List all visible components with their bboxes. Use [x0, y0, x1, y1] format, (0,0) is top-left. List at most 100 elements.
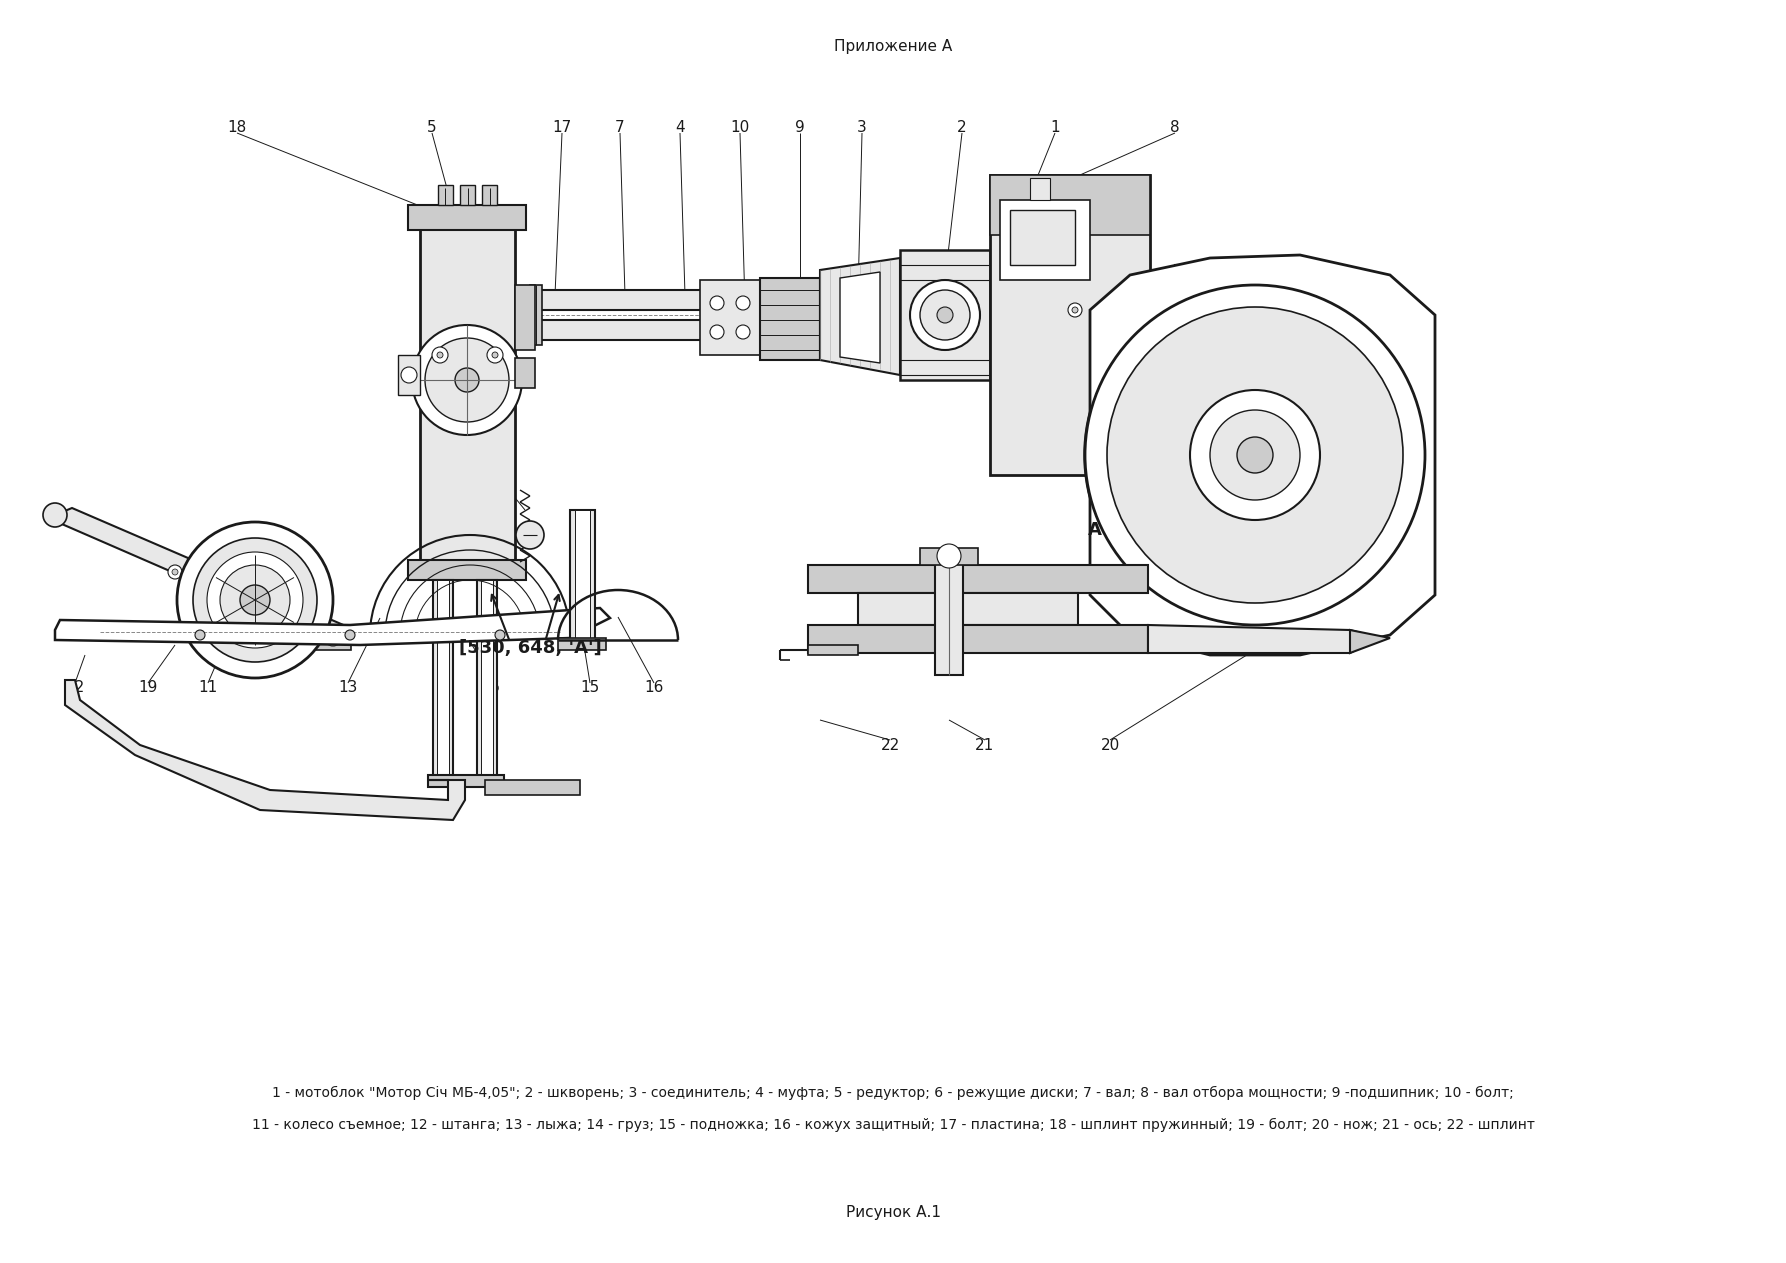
Circle shape [432, 347, 448, 362]
Polygon shape [820, 258, 900, 375]
Bar [807, 625, 1148, 653]
Circle shape [1072, 307, 1079, 313]
Circle shape [1156, 304, 1168, 316]
Bar [761, 278, 820, 360]
Bar [536, 320, 956, 340]
Bar [920, 548, 979, 565]
Text: 15: 15 [580, 681, 600, 696]
Circle shape [711, 325, 723, 338]
Bar [514, 285, 536, 350]
Circle shape [1086, 285, 1425, 625]
Bar [807, 565, 1148, 594]
Circle shape [736, 325, 750, 338]
Circle shape [491, 352, 498, 357]
Circle shape [711, 296, 723, 309]
Polygon shape [839, 272, 880, 362]
Text: 6: 6 [489, 681, 500, 696]
Polygon shape [64, 679, 464, 820]
Bar [482, 184, 497, 205]
Polygon shape [1148, 625, 1381, 653]
Circle shape [938, 544, 961, 568]
Text: 21: 21 [975, 738, 995, 753]
Circle shape [402, 368, 416, 383]
Bar [486, 781, 580, 794]
Bar [530, 285, 541, 345]
Text: 19: 19 [138, 681, 157, 696]
Text: 17: 17 [552, 120, 572, 135]
Bar [438, 184, 454, 205]
Bar [432, 580, 454, 781]
Bar [1000, 200, 1089, 280]
Circle shape [193, 538, 316, 662]
Circle shape [938, 307, 954, 323]
Bar [989, 176, 1150, 475]
Circle shape [1107, 307, 1404, 602]
Circle shape [920, 290, 970, 340]
Text: [530, 648, 'A']: [530, 648, 'A'] [459, 639, 602, 657]
Circle shape [195, 630, 205, 640]
Text: 4: 4 [675, 120, 684, 135]
Text: 13: 13 [338, 681, 357, 696]
Circle shape [1086, 285, 1425, 625]
Circle shape [413, 325, 522, 434]
Text: 8: 8 [1170, 120, 1181, 135]
Bar [480, 580, 493, 781]
Bar [407, 205, 527, 230]
Text: 5: 5 [427, 120, 438, 135]
Circle shape [345, 630, 355, 640]
Bar [1011, 210, 1075, 265]
Bar [514, 357, 536, 388]
Text: 18: 18 [227, 120, 246, 135]
Circle shape [168, 565, 182, 578]
Polygon shape [1350, 630, 1390, 653]
Text: 14: 14 [493, 471, 513, 485]
Bar [575, 510, 589, 640]
Text: 20: 20 [1100, 738, 1120, 753]
Circle shape [438, 352, 443, 357]
Circle shape [488, 347, 504, 362]
Circle shape [1209, 410, 1300, 500]
Circle shape [43, 503, 68, 527]
Text: 12: 12 [66, 681, 84, 696]
Circle shape [239, 585, 270, 615]
Circle shape [171, 570, 179, 575]
Bar [536, 290, 956, 309]
Polygon shape [55, 608, 611, 645]
Bar [398, 355, 420, 395]
Bar [900, 250, 989, 380]
Text: 22: 22 [880, 738, 900, 753]
Circle shape [516, 522, 545, 549]
Bar [557, 638, 605, 650]
Circle shape [1107, 307, 1404, 602]
Bar [407, 560, 527, 580]
Text: 1 - мотоблок "Мотор Січ МБ-4,05"; 2 - шкворень; 3 - соединитель; 4 - муфта; 5 - : 1 - мотоблок "Мотор Січ МБ-4,05"; 2 - шк… [271, 1086, 1515, 1100]
Bar [477, 580, 497, 781]
Bar [570, 510, 595, 640]
Circle shape [1238, 437, 1273, 474]
Circle shape [1241, 385, 1252, 395]
Circle shape [177, 522, 332, 678]
Bar [429, 775, 504, 787]
Bar [989, 176, 1150, 235]
Bar [1150, 290, 1175, 330]
Circle shape [911, 280, 981, 350]
Bar [700, 280, 761, 355]
Bar [316, 625, 352, 650]
Circle shape [425, 338, 509, 422]
Text: 11 - колесо съемное; 12 - штанга; 13 - лыжа; 14 - груз; 15 - подножка; 16 - кожу: 11 - колесо съемное; 12 - штанга; 13 - л… [252, 1118, 1534, 1132]
Text: 7: 7 [614, 120, 625, 135]
Circle shape [495, 630, 505, 640]
Circle shape [207, 552, 304, 648]
Circle shape [323, 628, 341, 645]
Bar [438, 580, 448, 781]
Bar [936, 554, 963, 674]
Text: 16: 16 [645, 681, 664, 696]
Bar [461, 184, 475, 205]
Circle shape [220, 565, 289, 635]
Polygon shape [807, 645, 857, 655]
Bar [1031, 178, 1050, 200]
Text: 10: 10 [730, 120, 750, 135]
Polygon shape [1089, 255, 1434, 655]
Text: Рисунок А.1: Рисунок А.1 [845, 1205, 941, 1220]
Circle shape [1238, 437, 1273, 474]
